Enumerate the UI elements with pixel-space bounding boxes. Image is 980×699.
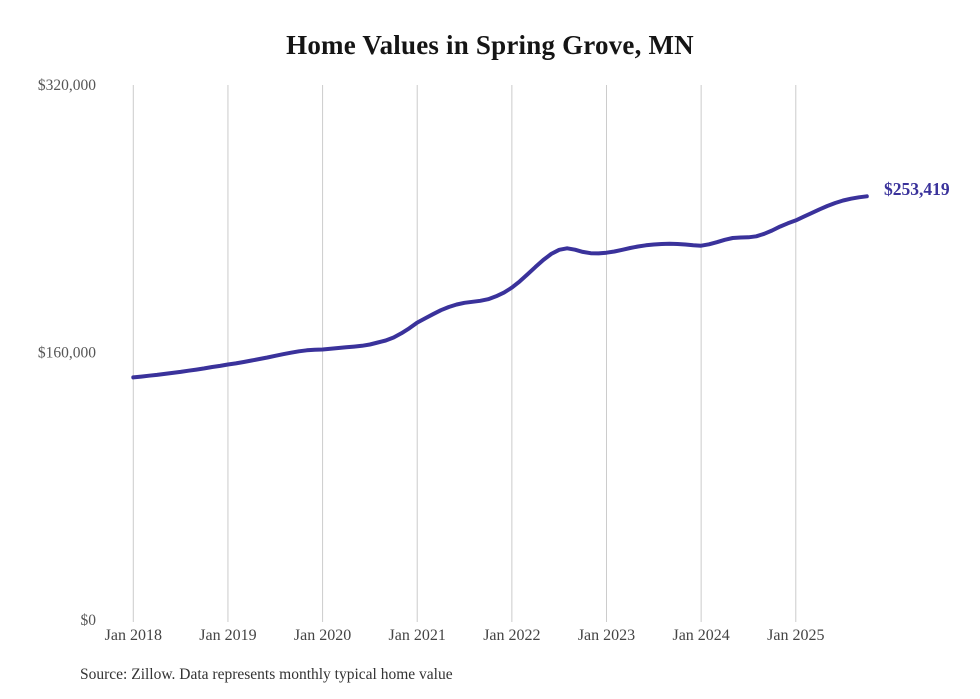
line-chart-svg: Jan 2018 Jan 2019 Jan 2020 Jan 2021 Jan 2022…	[38, 77, 869, 644]
y-axis-tick-label: $160,000	[38, 345, 96, 362]
latest-value-label: $253,419	[884, 179, 950, 199]
x-axis-tick-label: Jan 2020	[294, 627, 351, 644]
x-axis-tick-label: Jan 2022	[483, 627, 540, 644]
x-axis-tick-label: Jan 2025	[767, 627, 824, 644]
y-axis-tick-label: $320,000	[38, 77, 96, 94]
home-value-series-line	[131, 194, 869, 380]
x-axis-tick-label: Jan 2018	[105, 627, 162, 644]
x-axis-tick-label: Jan 2019	[199, 627, 256, 644]
x-axis-tick-label: Jan 2023	[578, 627, 635, 644]
chart-title: Home Values in Spring Grove, MN	[286, 30, 694, 60]
y-axis-tick-label: $0	[81, 612, 97, 629]
x-axis-tick-label: Jan 2021	[389, 627, 446, 644]
x-axis-tick-label: Jan 2024	[672, 627, 729, 644]
source-note: Source: Zillow. Data represents monthly …	[80, 666, 453, 683]
